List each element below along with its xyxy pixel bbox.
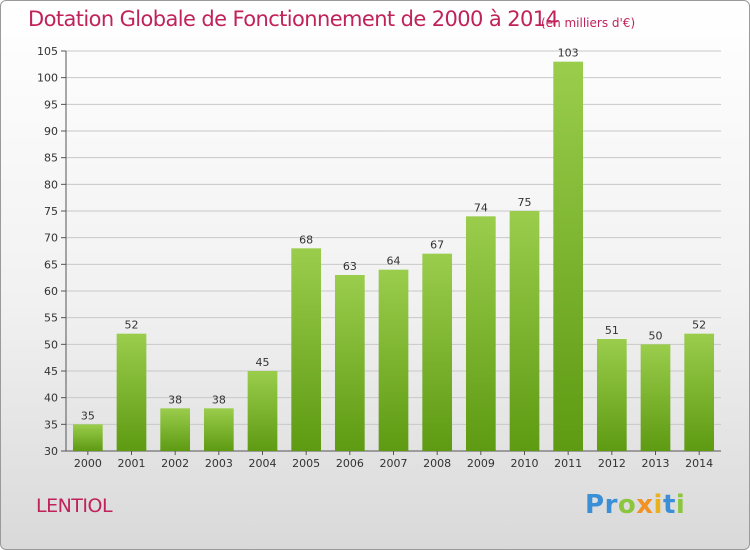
x-tick-label: 2004 xyxy=(249,457,277,470)
x-tick-label: 2014 xyxy=(685,457,713,470)
x-tick-label: 2003 xyxy=(205,457,233,470)
data-label: 50 xyxy=(649,329,663,342)
bar xyxy=(291,248,322,451)
x-tick-label: 2008 xyxy=(423,457,451,470)
x-tick-label: 2010 xyxy=(511,457,539,470)
data-label: 45 xyxy=(256,356,270,369)
data-label: 51 xyxy=(605,324,619,337)
bar xyxy=(640,344,671,451)
bar xyxy=(465,216,496,451)
data-label: 52 xyxy=(125,319,139,332)
bar xyxy=(203,408,234,451)
x-tick-label: 2007 xyxy=(380,457,408,470)
labels: 30 35 40 45 50 55 60 65 70 75 80 85 90 95 100 105 2000 35… xyxy=(37,45,713,470)
chart-title: Dotation Globale de Fonctionnement de 20… xyxy=(28,7,559,31)
y-tick-label: 35 xyxy=(44,418,58,431)
data-label: 75 xyxy=(518,196,532,209)
x-tick-label: 2002 xyxy=(161,457,189,470)
x-tick-label: 2011 xyxy=(554,457,582,470)
y-tick-label: 60 xyxy=(44,285,58,298)
y-tick-label: 80 xyxy=(44,178,58,191)
y-tick-label: 45 xyxy=(44,365,58,378)
bar xyxy=(422,253,453,451)
bar xyxy=(160,408,191,451)
bar xyxy=(596,339,627,451)
x-tick-label: 2005 xyxy=(292,457,320,470)
data-label: 38 xyxy=(168,393,182,406)
y-tick-label: 65 xyxy=(44,258,58,271)
x-tick-label: 2009 xyxy=(467,457,495,470)
data-label: 52 xyxy=(692,319,706,332)
y-tick-label: 30 xyxy=(44,445,58,458)
bar-chart: 30 35 40 45 50 55 60 65 70 75 80 85 90 95 100 105 2000 35… xyxy=(37,45,721,470)
y-tick-label: 90 xyxy=(44,125,58,138)
commune-name: LENTIOL xyxy=(36,495,113,517)
bar xyxy=(509,211,540,451)
chart-unit: (en milliers d'€) xyxy=(541,16,636,30)
bar xyxy=(684,333,715,451)
bar xyxy=(334,275,365,451)
bar xyxy=(72,424,103,451)
y-tick-label: 70 xyxy=(44,232,58,245)
bar xyxy=(378,269,409,451)
y-tick-label: 85 xyxy=(44,152,58,165)
data-label: 35 xyxy=(81,409,95,422)
y-tick-label: 95 xyxy=(44,98,58,111)
data-label: 38 xyxy=(212,393,226,406)
x-tick-label: 2012 xyxy=(598,457,626,470)
x-tick-label: 2000 xyxy=(74,457,102,470)
bar xyxy=(116,333,147,451)
y-tick-label: 55 xyxy=(44,312,58,325)
x-tick-label: 2001 xyxy=(118,457,146,470)
x-tick-label: 2013 xyxy=(642,457,670,470)
data-label: 63 xyxy=(343,260,357,273)
bar xyxy=(247,371,278,451)
x-tick-label: 2006 xyxy=(336,457,364,470)
data-label: 103 xyxy=(558,47,579,60)
data-label: 74 xyxy=(474,201,488,214)
y-tick-label: 105 xyxy=(37,45,58,58)
proxiti-logo: Proxiti xyxy=(585,490,686,520)
bars xyxy=(72,61,715,452)
data-label: 67 xyxy=(430,239,444,252)
y-tick-label: 100 xyxy=(37,72,58,85)
bar xyxy=(553,61,584,452)
y-tick-label: 50 xyxy=(44,338,58,351)
data-label: 68 xyxy=(299,233,313,246)
data-label: 64 xyxy=(387,255,401,268)
y-tick-label: 40 xyxy=(44,392,58,405)
y-tick-label: 75 xyxy=(44,205,58,218)
